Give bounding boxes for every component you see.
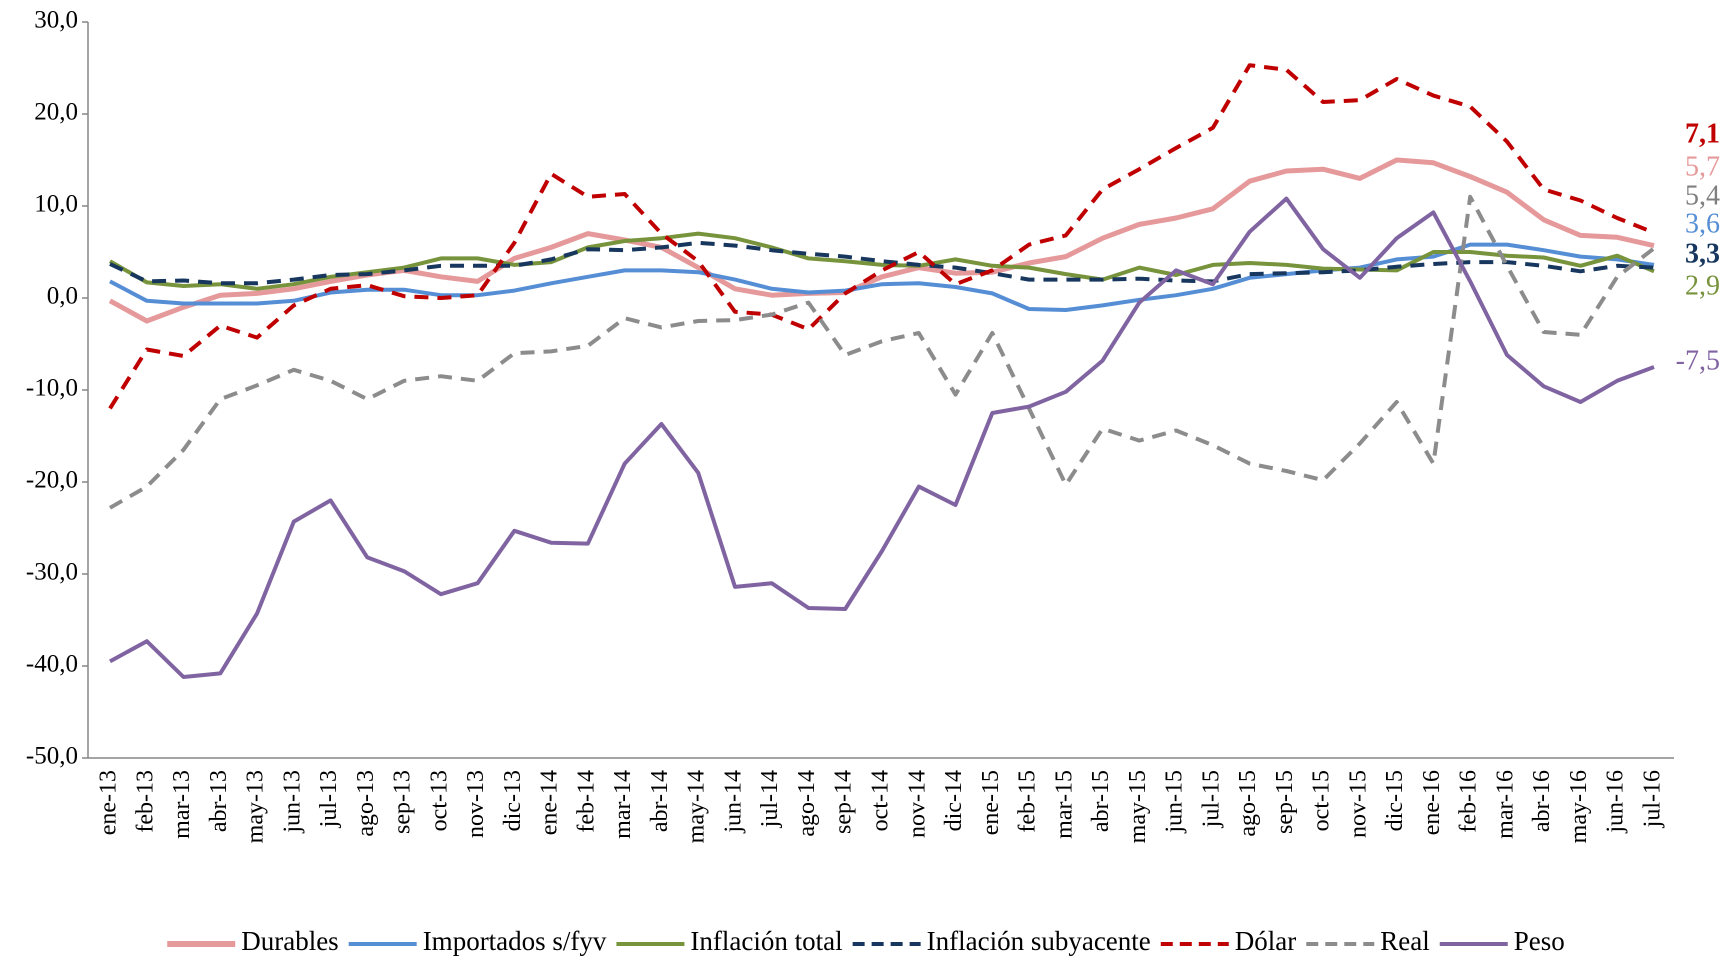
y-tick-label: -20,0 bbox=[26, 467, 78, 494]
x-tick-label: oct-15 bbox=[1309, 770, 1335, 831]
x-tick-label: jul-14 bbox=[757, 770, 783, 828]
x-tick-label: abr-13 bbox=[206, 770, 232, 832]
legend-label: Dólar bbox=[1235, 926, 1296, 956]
end-label: 5,7 bbox=[1685, 151, 1720, 182]
series-line bbox=[109, 242, 1655, 312]
x-tick-label: nov-15 bbox=[1345, 770, 1371, 838]
y-tick-label: -40,0 bbox=[26, 651, 78, 678]
x-tick-label: feb-16 bbox=[1456, 770, 1482, 833]
legend-label: Durables bbox=[241, 926, 338, 956]
x-tick-label: mar-13 bbox=[169, 770, 195, 839]
legend-label: Peso bbox=[1514, 926, 1565, 956]
x-tick-label: jul-13 bbox=[316, 770, 342, 828]
x-tick-label: abr-14 bbox=[647, 770, 673, 832]
x-tick-label: sep-14 bbox=[831, 770, 857, 834]
x-tick-label: feb-14 bbox=[573, 770, 599, 833]
x-tick-label: abr-15 bbox=[1088, 770, 1114, 832]
x-tick-label: may-13 bbox=[243, 770, 269, 843]
x-tick-label: feb-13 bbox=[132, 770, 158, 833]
y-tick-label: -50,0 bbox=[26, 743, 78, 770]
x-tick-label: jun-16 bbox=[1603, 770, 1629, 834]
legend-label: Importados s/fyv bbox=[423, 926, 607, 956]
x-tick-label: mar-16 bbox=[1492, 770, 1518, 839]
y-tick-label: 10,0 bbox=[34, 191, 78, 218]
x-tick-label: nov-14 bbox=[904, 770, 930, 838]
legend: Durables Importados s/fyv Inflación total I… bbox=[167, 926, 1565, 956]
x-tick-label: sep-13 bbox=[390, 770, 416, 834]
end-label: 5,4 bbox=[1685, 180, 1720, 211]
series-line bbox=[108, 63, 1655, 410]
x-tick-label: may-14 bbox=[684, 770, 710, 843]
end-label: 7,1 bbox=[1685, 118, 1720, 149]
end-label: 2,9 bbox=[1685, 270, 1720, 301]
series-line bbox=[109, 240, 1655, 286]
y-tick-label: 30,0 bbox=[34, 7, 78, 34]
legend-label: Inflación total bbox=[690, 926, 842, 956]
x-tick-label: ene-16 bbox=[1419, 770, 1445, 835]
x-tick-label: feb-15 bbox=[1015, 770, 1041, 833]
x-tick-label: ene-13 bbox=[96, 770, 122, 835]
end-label: 3,6 bbox=[1685, 208, 1720, 239]
end-label: 3,3 bbox=[1685, 238, 1720, 269]
x-tick-label: abr-16 bbox=[1529, 770, 1555, 832]
x-tick-label: jun-15 bbox=[1162, 770, 1188, 834]
legend-label: Inflación subyacente bbox=[927, 926, 1151, 956]
x-tick-label: oct-14 bbox=[868, 770, 894, 831]
x-tick-label: ago-13 bbox=[353, 770, 379, 837]
y-tick-label: 0,0 bbox=[47, 283, 78, 310]
x-tick-label: may-16 bbox=[1566, 770, 1592, 843]
y-tick-label: -30,0 bbox=[26, 559, 78, 586]
x-tick-label: may-15 bbox=[1125, 770, 1151, 843]
x-tick-label: oct-13 bbox=[426, 770, 452, 831]
x-tick-label: jul-16 bbox=[1640, 770, 1666, 828]
x-tick-label: sep-15 bbox=[1272, 770, 1298, 834]
x-tick-label: ene-15 bbox=[978, 770, 1004, 835]
series-line bbox=[108, 157, 1655, 324]
x-tick-label: ago-14 bbox=[794, 770, 820, 837]
x-tick-label: nov-13 bbox=[463, 770, 489, 838]
series-line bbox=[109, 196, 1655, 679]
x-tick-label: dic-15 bbox=[1382, 770, 1408, 831]
series-line bbox=[109, 194, 1656, 510]
y-tick-label: 20,0 bbox=[34, 99, 78, 126]
x-tick-label: ene-14 bbox=[537, 770, 563, 835]
x-tick-label: dic-14 bbox=[941, 770, 967, 831]
y-tick-label: -10,0 bbox=[26, 375, 78, 402]
end-label: -7,5 bbox=[1676, 345, 1720, 376]
x-tick-label: mar-14 bbox=[610, 770, 636, 839]
x-tick-label: jun-14 bbox=[720, 770, 746, 834]
x-tick-label: mar-15 bbox=[1051, 770, 1077, 839]
x-tick-label: jul-15 bbox=[1198, 770, 1224, 828]
x-tick-label: ago-15 bbox=[1235, 770, 1261, 837]
x-tick-label: dic-13 bbox=[500, 770, 526, 831]
legend-label: Real bbox=[1380, 926, 1429, 956]
x-tick-label: jun-13 bbox=[279, 770, 305, 834]
